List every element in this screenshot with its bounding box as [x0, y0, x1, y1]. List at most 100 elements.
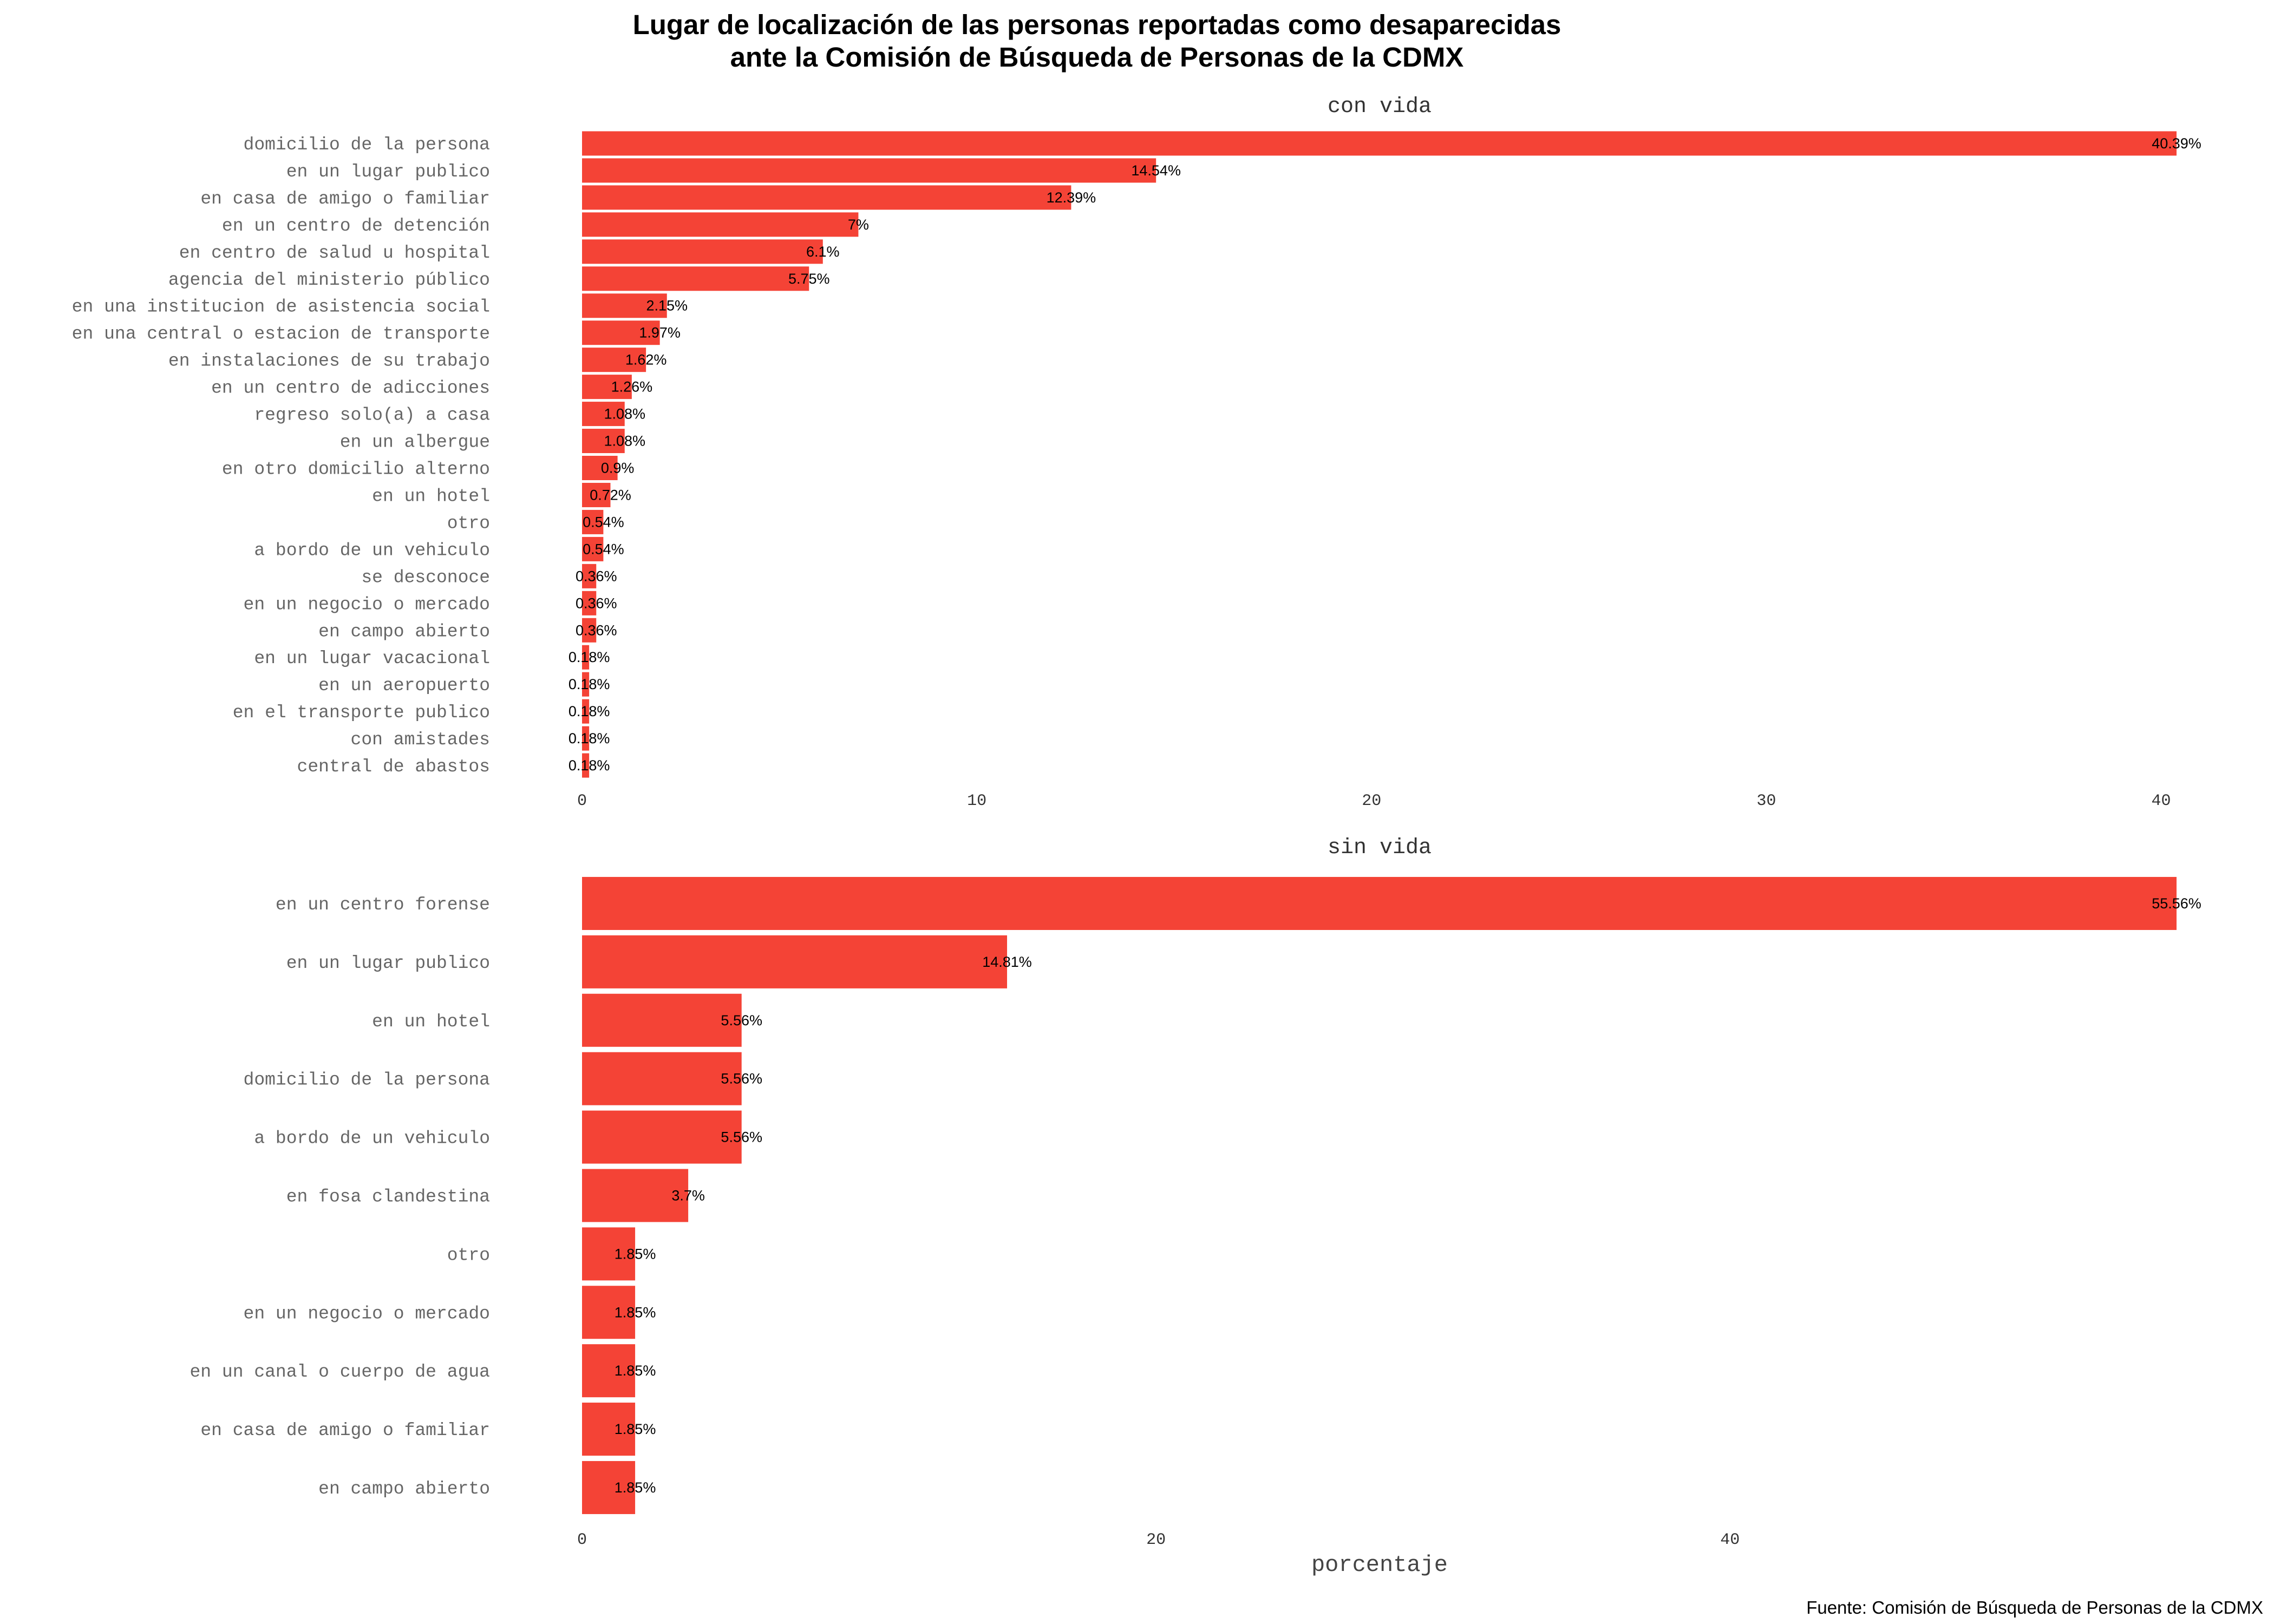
bar-value-label: 1.62%	[625, 352, 667, 368]
category-label: en otro domicilio alterno	[222, 460, 490, 480]
bar-value-label: 0.18%	[568, 730, 610, 746]
x-tick-label: 40	[2152, 792, 2171, 810]
bar	[582, 320, 660, 345]
bar	[582, 402, 625, 427]
category-label: en una central o estacion de transporte	[72, 324, 490, 344]
category-label: en campo abierto	[318, 621, 490, 641]
bar	[582, 1461, 636, 1514]
source-caption: Fuente: Comisión de Búsqueda de Personas…	[1806, 1597, 2263, 1618]
bar	[582, 375, 632, 400]
bar	[582, 1227, 636, 1281]
category-label: otro	[447, 1245, 490, 1265]
bar	[582, 726, 590, 751]
bar	[582, 212, 859, 237]
bar-value-label: 1.97%	[639, 325, 681, 341]
bar-value-label: 0.54%	[583, 541, 624, 557]
bar-value-label: 0.18%	[568, 676, 610, 692]
panel-con-vida: con vida domicilio de la persona 40.39% en…	[72, 95, 2201, 810]
bar	[582, 1052, 742, 1105]
bar-value-label: 0.18%	[568, 703, 610, 719]
bar-value-label: 0.18%	[568, 757, 610, 774]
x-tick-label: 40	[1720, 1531, 1740, 1549]
bar-value-label: 5.75%	[788, 271, 830, 287]
bar	[582, 429, 625, 454]
chart-title-line-2: ante la Comisión de Búsqueda de Personas…	[730, 42, 1464, 73]
bar	[582, 993, 742, 1047]
category-label: regreso solo(a) a casa	[254, 405, 490, 425]
category-label: en un lugar publico	[286, 162, 490, 182]
category-label: en un centro de detención	[222, 216, 490, 236]
category-label: en una institucion de asistencia social	[72, 297, 490, 317]
x-tick-label: 30	[1756, 792, 1776, 810]
category-label: en un aeropuerto	[318, 676, 490, 696]
panel-strip-label: con vida	[1328, 95, 1432, 119]
category-label: en un hotel	[372, 486, 490, 506]
bar-value-label: 6.1%	[806, 244, 840, 260]
category-label: a bordo de un vehiculo	[254, 540, 490, 560]
bar	[582, 699, 590, 724]
x-tick-label: 20	[1362, 792, 1381, 810]
category-label: agencia del ministerio público	[168, 270, 490, 290]
category-label: se desconoce	[361, 567, 490, 587]
x-tick-label: 20	[1146, 1531, 1166, 1549]
category-label: en un negocio o mercado	[244, 594, 490, 614]
bar-value-label: 1.08%	[604, 406, 645, 422]
category-label: central de abastos	[297, 757, 490, 777]
chart-title-line-1: Lugar de localización de las personas re…	[633, 9, 1561, 40]
category-label: en casa de amigo o familiar	[200, 1420, 490, 1440]
bar	[582, 509, 604, 534]
bar-value-label: 55.56%	[2152, 895, 2201, 912]
bar-value-label: 0.36%	[576, 622, 617, 638]
bar-value-label: 7%	[848, 217, 869, 233]
category-label: en campo abierto	[318, 1479, 490, 1499]
bar	[582, 348, 646, 372]
bar-value-label: 14.81%	[982, 954, 1032, 970]
bar-value-label: 40.39%	[2152, 135, 2201, 152]
category-label: domicilio de la persona	[244, 1070, 490, 1090]
x-tick-label: 10	[967, 792, 986, 810]
bar-value-label: 1.85%	[615, 1479, 656, 1496]
category-label: otro	[447, 513, 490, 533]
bar	[582, 1403, 636, 1456]
bar	[582, 293, 667, 318]
bar-value-label: 2.15%	[646, 298, 688, 314]
bar	[582, 536, 604, 561]
bar-value-label: 1.85%	[615, 1246, 656, 1262]
bar-value-label: 0.36%	[576, 595, 617, 611]
bar	[582, 618, 597, 643]
category-label: en un centro forense	[276, 895, 490, 915]
category-label: con amistades	[351, 730, 490, 750]
bar	[582, 482, 611, 507]
bar	[582, 1169, 689, 1222]
bar-value-label: 12.39%	[1047, 189, 1096, 206]
bar-value-label: 1.85%	[615, 1421, 656, 1437]
bar-value-label: 5.56%	[721, 1071, 762, 1087]
category-label: en el transporte publico	[233, 703, 490, 723]
category-label: a bordo de un vehiculo	[254, 1129, 490, 1149]
category-label: en instalaciones de su trabajo	[168, 351, 490, 371]
bar	[582, 456, 618, 480]
bar	[582, 185, 1071, 210]
x-tick-label: 0	[577, 792, 587, 810]
bar	[582, 591, 597, 615]
category-label: en casa de amigo o familiar	[200, 189, 490, 209]
bar-value-label: 5.56%	[721, 1129, 762, 1145]
category-label: en un albergue	[340, 433, 490, 453]
bar	[582, 1286, 636, 1339]
category-label: en un canal o cuerpo de agua	[190, 1362, 491, 1382]
category-label: en un hotel	[372, 1012, 490, 1032]
category-label: en un lugar publico	[286, 953, 490, 973]
bar-value-label: 1.08%	[604, 433, 645, 449]
bar-value-label: 1.26%	[611, 379, 653, 395]
bar-value-label: 3.7%	[671, 1187, 705, 1203]
category-label: en un lugar vacacional	[254, 649, 490, 669]
bar	[582, 131, 2177, 156]
bar	[582, 1344, 636, 1398]
bar-value-label: 5.56%	[721, 1012, 762, 1029]
bar-value-label: 0.36%	[576, 568, 617, 584]
bar	[582, 645, 590, 670]
bar	[582, 753, 590, 778]
category-label: en fosa clandestina	[286, 1187, 490, 1207]
bar-value-label: 0.54%	[583, 514, 624, 530]
category-label: en centro de salud u hospital	[179, 243, 490, 263]
